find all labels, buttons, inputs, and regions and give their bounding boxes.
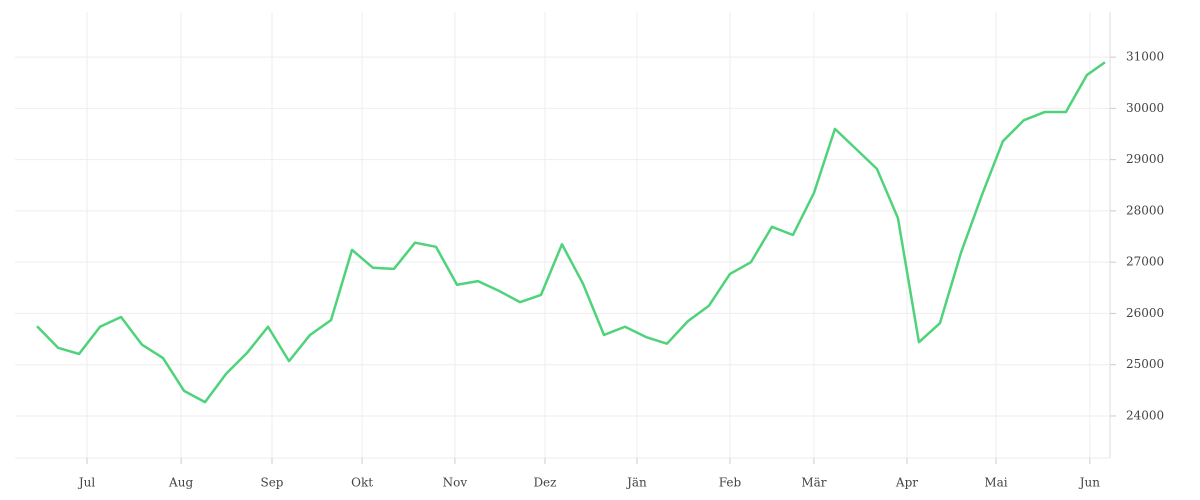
x-tick-label: Nov <box>443 476 468 490</box>
x-tick-label: Jul <box>77 476 96 490</box>
x-tick-label: Apr <box>895 476 918 490</box>
y-tick-label: 27000 <box>1126 255 1164 269</box>
line-series <box>36 61 1106 404</box>
y-tick-label: 25000 <box>1126 357 1164 371</box>
x-tick-label: Jun <box>1078 476 1101 490</box>
y-tick-label: 28000 <box>1126 203 1164 217</box>
x-tick-label: Mai <box>984 476 1007 490</box>
y-tick-label: 29000 <box>1126 152 1164 166</box>
x-tick-label: Okt <box>351 476 373 490</box>
y-tick-label: 26000 <box>1126 306 1164 320</box>
x-tick-label: Jän <box>625 476 647 490</box>
y-tick-label: 30000 <box>1126 101 1164 115</box>
x-tick-label: Mär <box>801 476 826 490</box>
x-tick-label: Dez <box>533 476 556 490</box>
y-tick-label: 31000 <box>1126 50 1164 64</box>
x-tick-label: Aug <box>168 476 193 490</box>
x-tick-label: Feb <box>719 476 742 490</box>
x-tick-label: Sep <box>260 476 283 490</box>
y-tick-label: 24000 <box>1126 408 1164 422</box>
